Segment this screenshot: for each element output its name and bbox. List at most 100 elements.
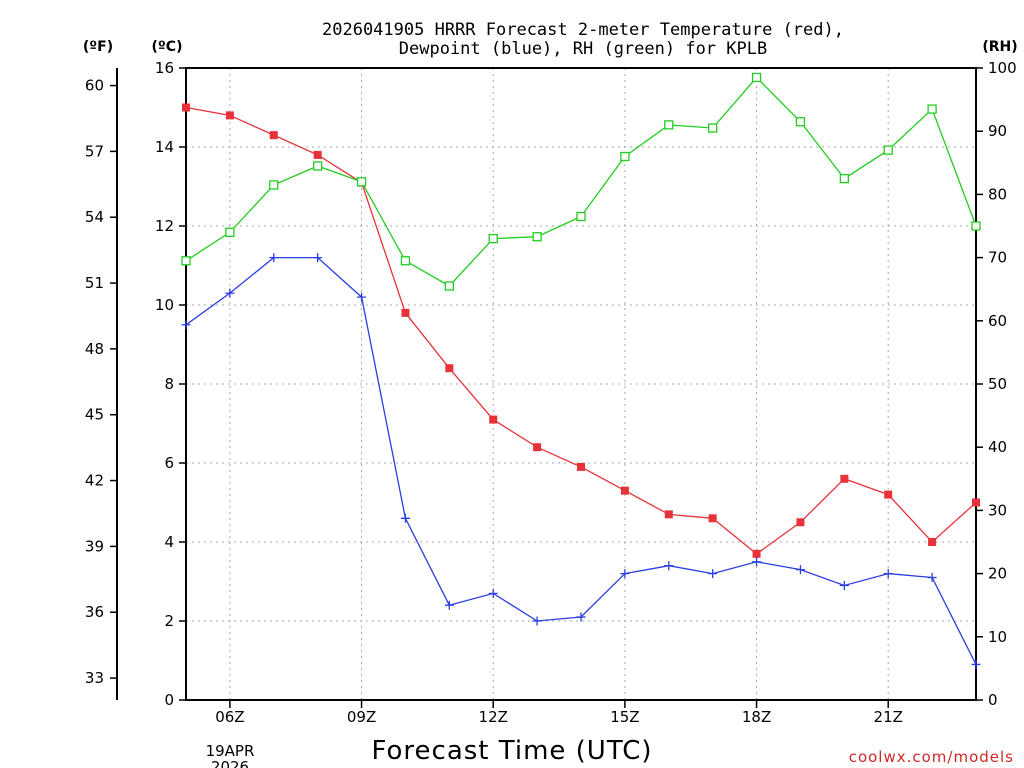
- dewpoint-data-point: [620, 569, 630, 579]
- temperature-data-point: [533, 443, 542, 452]
- fahrenheit-tick-label: 51: [85, 274, 104, 292]
- temperature-data-point: [884, 490, 893, 499]
- fahrenheit-tick-label: 42: [85, 472, 104, 490]
- celsius-tick-label: 12: [155, 217, 174, 235]
- temperature-series-line: [185, 106, 977, 555]
- rh-tick-label: 100: [988, 59, 1017, 77]
- temperature-data-point: [269, 131, 278, 140]
- celsius-tick-label: 16: [155, 59, 174, 77]
- rh-data-point: [664, 120, 674, 130]
- fahrenheit-tick-label: 57: [85, 142, 104, 160]
- dewpoint-data-point: [971, 659, 981, 669]
- temperature-data-point: [708, 514, 717, 523]
- x-axis-title: Forecast Time (UTC): [371, 736, 652, 766]
- rh-data-point: [620, 151, 630, 162]
- dewpoint-data-point: [752, 557, 762, 567]
- celsius-tick-label: 8: [164, 375, 174, 393]
- rh-data-point: [400, 256, 411, 266]
- temperature-data-point: [489, 415, 498, 424]
- rh-data-point: [839, 173, 849, 184]
- rh-data-point: [708, 123, 718, 133]
- rh-data-point: [181, 256, 191, 266]
- celsius-tick-label: 4: [164, 533, 174, 551]
- x-tick-label: 12Z: [479, 708, 508, 726]
- chart-title-line1: 2026041905 HRRR Forecast 2-meter Tempera…: [322, 20, 844, 40]
- dewpoint-data-point: [400, 513, 410, 523]
- rh-tick-label: 10: [988, 628, 1007, 646]
- dewpoint-data-point: [664, 561, 674, 571]
- temperature-data-point: [664, 510, 673, 519]
- dewpoint-data-point: [708, 569, 718, 579]
- dewpoint-data-point: [532, 616, 542, 626]
- temperature-data-point: [972, 498, 980, 507]
- rh-unit-label: (RH): [982, 39, 1017, 55]
- x-tick-label: 15Z: [610, 708, 639, 726]
- fahrenheit-tick-label: 45: [85, 406, 104, 424]
- rh-tick-label: 0: [988, 691, 998, 709]
- rh-tick-label: 50: [988, 375, 1007, 393]
- dewpoint-data-point: [488, 588, 498, 598]
- rh-data-point: [444, 281, 454, 291]
- dewpoint-data-point: [795, 565, 805, 575]
- x-tick-label: 18Z: [742, 708, 771, 726]
- data-series: [181, 72, 981, 669]
- rh-data-point: [488, 233, 498, 244]
- grid-lines: [186, 68, 976, 700]
- celsius-tick-label: 0: [164, 691, 174, 709]
- celsius-tick-label: 10: [155, 296, 174, 314]
- fahrenheit-tick-label: 48: [85, 340, 104, 358]
- fahrenheit-unit-label: (ºF): [83, 39, 113, 55]
- axis-ticks: 06Z 09Z 12Z 15Z 18Z 21Z 0 2 4 6 8 10 12 14 16 33 36 39 42 4…: [85, 59, 1017, 726]
- rh-data-point: [971, 221, 981, 231]
- celsius-tick-label: 6: [164, 454, 174, 472]
- temperature-data-point: [445, 364, 454, 373]
- dewpoint-data-point: [927, 573, 937, 583]
- celsius-tick-label: 14: [155, 138, 174, 156]
- temperature-data-point: [928, 538, 937, 546]
- dewpoint-data-point: [444, 600, 454, 610]
- dewpoint-data-point: [357, 292, 367, 302]
- fahrenheit-tick-label: 54: [85, 208, 104, 226]
- rh-data-point: [927, 104, 937, 114]
- rh-tick-label: 40: [988, 438, 1007, 456]
- dewpoint-data-point: [269, 253, 279, 263]
- rh-data-point: [576, 211, 586, 222]
- celsius-tick-label: 2: [164, 612, 174, 630]
- x-tick-label: 06Z: [215, 708, 244, 726]
- rh-data-point: [883, 145, 893, 155]
- rh-data-point: [225, 227, 235, 237]
- rh-tick-label: 20: [988, 565, 1007, 583]
- temperature-data-point: [182, 103, 190, 112]
- temperature-data-point: [401, 308, 410, 317]
- dewpoint-data-point: [181, 320, 191, 330]
- temperature-data-point: [752, 549, 761, 558]
- temperature-data-point: [620, 486, 629, 495]
- rh-tick-label: 90: [988, 122, 1007, 140]
- rh-data-point: [532, 232, 542, 242]
- fahrenheit-tick-label: 60: [85, 77, 104, 95]
- dewpoint-data-point: [883, 569, 893, 579]
- x-tick-label: 21Z: [874, 708, 903, 726]
- rh-tick-label: 70: [988, 249, 1007, 267]
- rh-data-point: [751, 72, 762, 83]
- fahrenheit-tick-label: 36: [85, 603, 104, 621]
- celsius-unit-label: (ºC): [152, 39, 183, 55]
- x-tick-label: 09Z: [347, 708, 376, 726]
- fahrenheit-tick-label: 33: [85, 669, 104, 687]
- chart-title-line2: Dewpoint (blue), RH (green) for KPLB: [399, 39, 767, 59]
- date-label-year: 2026: [211, 758, 249, 768]
- date-label-day: 19APR: [206, 742, 255, 760]
- rh-data-point: [356, 177, 367, 187]
- rh-data-point: [269, 180, 279, 190]
- dewpoint-data-point: [576, 612, 586, 622]
- credit-text: coolwx.com/models: [849, 748, 1014, 766]
- dewpoint-series-line: [185, 256, 977, 665]
- rh-data-point: [795, 117, 806, 127]
- temperature-data-point: [577, 462, 585, 471]
- rh-tick-label: 80: [988, 185, 1007, 203]
- dewpoint-data-point: [839, 580, 849, 590]
- fahrenheit-tick-label: 39: [85, 537, 104, 555]
- temperature-data-point: [225, 111, 234, 120]
- temperature-data-point: [840, 474, 849, 483]
